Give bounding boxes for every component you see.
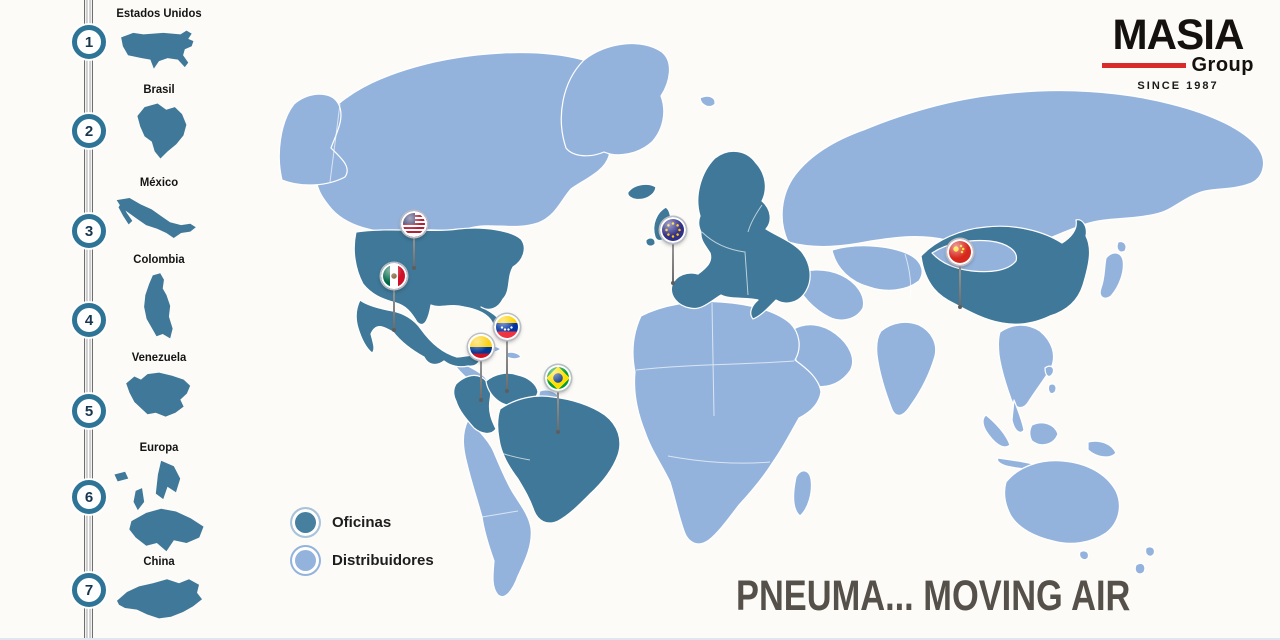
greenland-shape	[560, 42, 670, 157]
sidebar-country-label: Venezuela	[131, 350, 187, 364]
sidebar-country-label: Brasil	[143, 82, 175, 96]
brasil-silhouette	[123, 100, 195, 162]
mexico-map-shape	[355, 299, 480, 368]
sidebar-number-colombia: 4	[72, 303, 106, 337]
legend-label: Oficinas	[332, 514, 392, 531]
logo-subtitle: Group	[1191, 54, 1254, 76]
sidebar-country-label: Colombia	[133, 252, 185, 266]
borneo-shape	[1029, 422, 1059, 446]
legend-distributor-dot	[292, 547, 319, 574]
iceland-map-shape	[627, 183, 657, 201]
china-silhouette	[109, 572, 209, 628]
pin-stick	[392, 288, 396, 332]
mexico-flag-icon	[381, 263, 407, 289]
sumatra-shape	[982, 414, 1011, 448]
sidebar-country-label: México	[139, 175, 179, 189]
sidebar-item-colombia: Colombia	[95, 252, 223, 346]
pin-stick	[671, 242, 675, 285]
africa-shape	[632, 301, 822, 545]
indochina-shape	[997, 324, 1055, 409]
sidebar-number-brasil: 2	[72, 114, 106, 148]
sidebar-item-venezuela: Venezuela	[95, 350, 223, 422]
colombia-silhouette	[128, 270, 190, 346]
pin-stick	[479, 359, 483, 402]
colombia-flag-icon	[468, 334, 494, 360]
pin-stick	[958, 264, 962, 309]
sidebar-country-label: Europa	[139, 440, 179, 454]
legend-label: Distribuidores	[332, 552, 434, 569]
sidebar-item-mexico: México	[95, 175, 223, 243]
venezuela-flag-icon	[494, 314, 520, 340]
usa-flag-icon	[401, 211, 427, 237]
map-legend: Oficinas Distribuidores	[292, 509, 434, 585]
australia-shape	[1004, 460, 1120, 561]
sidebar-country-label: China	[143, 554, 175, 568]
alaska-shape	[278, 93, 348, 186]
philippines-shape	[1044, 365, 1057, 395]
venezuela-silhouette	[118, 368, 200, 422]
sidebar-item-brasil: Brasil	[95, 82, 223, 162]
tagline: PNEUMA... MOVING AIR	[736, 572, 1131, 620]
russia-shape	[781, 90, 1265, 251]
usa-silhouette	[116, 24, 202, 76]
logo-red-line	[1102, 63, 1186, 68]
brazil-map-shape	[497, 395, 621, 524]
hispaniola-shape	[505, 351, 522, 360]
sidebar-number-china: 7	[72, 573, 106, 607]
sidebar-country-label: Estados Unidos	[116, 6, 202, 20]
mexico-silhouette	[113, 193, 205, 243]
legend-office-dot	[292, 509, 319, 536]
japan-shape	[1099, 240, 1127, 299]
sidebar-item-usa: Estados Unidos	[95, 6, 223, 76]
india-shape	[876, 321, 937, 416]
sidebar-number-usa: 1	[72, 25, 106, 59]
europa-flag-icon	[660, 217, 686, 243]
country-borders	[329, 103, 912, 518]
pin-stick	[505, 339, 509, 393]
logo-title: MASIA	[1112, 11, 1245, 59]
sidebar-number-europa: 6	[72, 480, 106, 514]
svalbard-shape	[699, 95, 716, 108]
sidebar-item-europa: Europa	[95, 440, 223, 554]
legend-item-distributor: Distribuidores	[292, 547, 434, 574]
sidebar-item-china: China	[95, 554, 223, 628]
sidebar-number-venezuela: 5	[72, 394, 106, 428]
new-zealand-shape	[1134, 546, 1156, 575]
malay-shape	[1011, 399, 1025, 433]
central-asia-shape	[831, 245, 923, 291]
brasil-flag-icon	[545, 365, 571, 391]
europe-map-shape	[670, 150, 811, 320]
pin-stick	[556, 390, 560, 434]
china-flag-icon	[947, 239, 973, 265]
legend-item-office: Oficinas	[292, 509, 434, 536]
south-cone-shape	[462, 419, 532, 598]
logo-since: SINCE 1987	[1137, 80, 1219, 92]
new-guinea-shape	[1087, 440, 1117, 458]
sidebar-number-mexico: 3	[72, 214, 106, 248]
madagascar-shape	[793, 470, 813, 517]
europa-silhouette	[106, 458, 212, 554]
masia-group-logo: MASIA Group SINCE 1987	[1102, 14, 1254, 92]
pin-stick	[412, 236, 416, 270]
